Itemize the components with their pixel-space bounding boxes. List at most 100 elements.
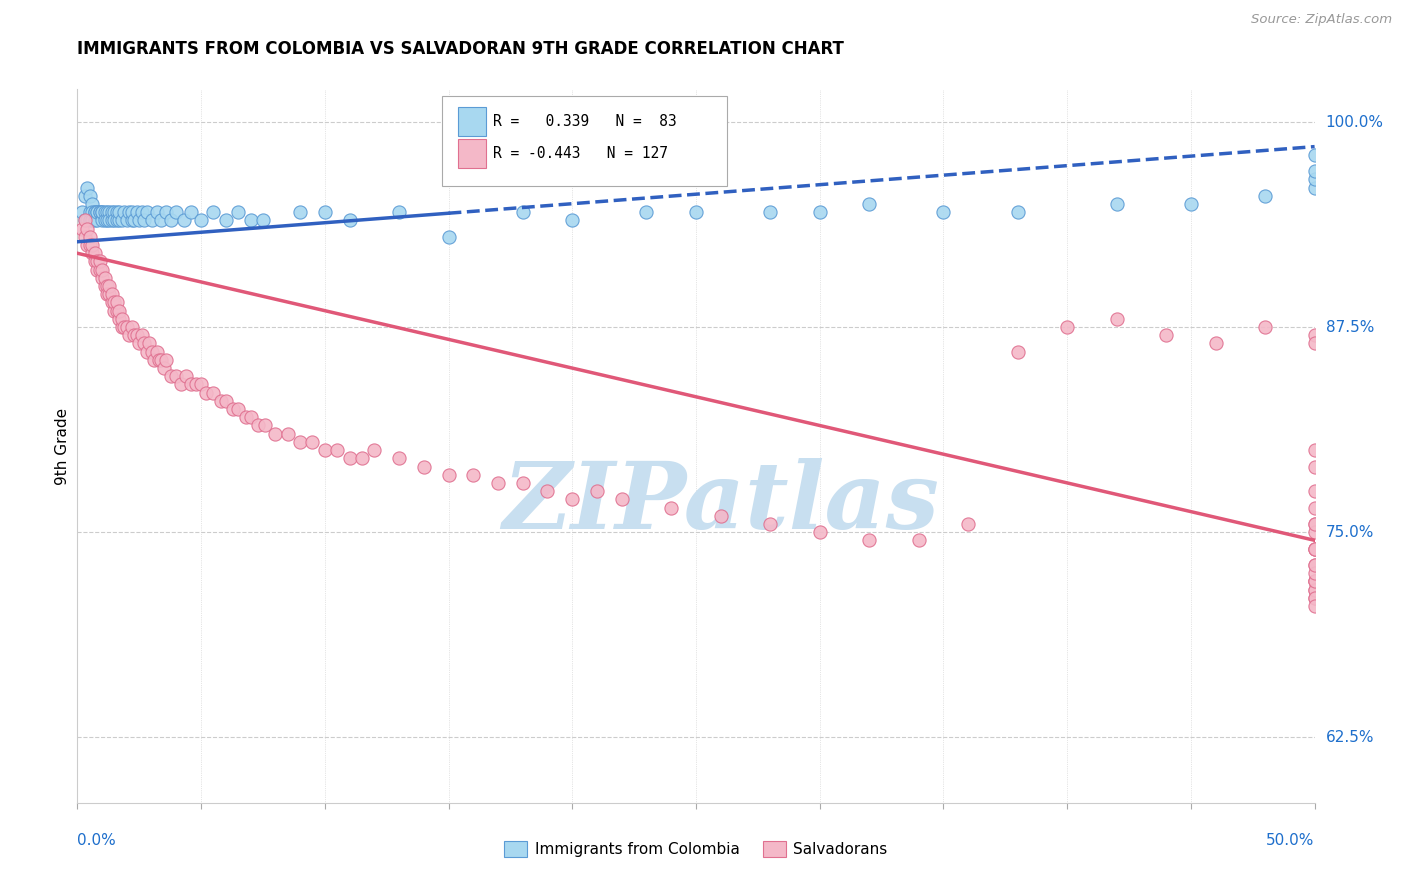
Point xyxy=(808,205,831,219)
Text: R =   0.339   N =  83: R = 0.339 N = 83 xyxy=(494,114,676,128)
Point xyxy=(165,369,187,384)
Point xyxy=(1303,180,1326,194)
Point xyxy=(96,279,118,293)
Point xyxy=(1303,336,1326,351)
Point xyxy=(135,344,157,359)
Point xyxy=(73,213,96,227)
Point xyxy=(1303,459,1326,474)
Point xyxy=(1303,558,1326,572)
Point xyxy=(239,213,262,227)
Point xyxy=(277,426,299,441)
Point xyxy=(215,393,238,408)
Point xyxy=(710,508,733,523)
Point xyxy=(1056,320,1078,334)
Point xyxy=(1303,541,1326,556)
Point xyxy=(1303,582,1326,597)
Point xyxy=(108,213,131,227)
Point xyxy=(98,279,121,293)
Point xyxy=(134,336,156,351)
Point xyxy=(131,205,153,219)
Point xyxy=(91,205,114,219)
Point xyxy=(610,492,633,507)
Point xyxy=(339,451,361,466)
Point xyxy=(1303,164,1326,178)
Point xyxy=(108,303,131,318)
Point xyxy=(83,254,105,268)
Point xyxy=(73,189,96,203)
Point xyxy=(1007,344,1029,359)
Point xyxy=(98,213,121,227)
Point xyxy=(108,205,131,219)
Point xyxy=(118,328,141,343)
Point xyxy=(76,213,98,227)
Text: ZIPatlas: ZIPatlas xyxy=(502,458,939,548)
Point xyxy=(91,270,114,285)
Point xyxy=(254,418,277,433)
Point xyxy=(239,410,262,425)
Point xyxy=(101,213,124,227)
Point xyxy=(314,205,336,219)
Point xyxy=(79,238,101,252)
Point xyxy=(83,205,105,219)
Point xyxy=(89,254,111,268)
Point xyxy=(222,402,245,417)
Point xyxy=(1303,574,1326,589)
Point xyxy=(1180,197,1202,211)
Point xyxy=(314,443,336,458)
Point xyxy=(1303,582,1326,597)
Point xyxy=(412,459,434,474)
Point xyxy=(125,205,148,219)
Point xyxy=(252,213,274,227)
Point xyxy=(108,311,131,326)
Point xyxy=(184,377,207,392)
Point xyxy=(145,205,167,219)
Bar xyxy=(458,139,485,168)
Point xyxy=(138,336,160,351)
Point xyxy=(153,361,176,376)
Point xyxy=(1303,558,1326,572)
Point xyxy=(82,238,104,252)
Point xyxy=(463,467,485,482)
Point xyxy=(1254,189,1277,203)
Point xyxy=(83,205,105,219)
Point xyxy=(131,328,153,343)
Point xyxy=(180,205,202,219)
Point xyxy=(93,205,115,219)
Legend: Immigrants from Colombia, Salvadorans: Immigrants from Colombia, Salvadorans xyxy=(498,835,894,863)
Point xyxy=(93,213,115,227)
Point xyxy=(105,205,128,219)
Text: 50.0%: 50.0% xyxy=(1267,833,1315,848)
Point xyxy=(288,205,311,219)
Point xyxy=(1303,591,1326,605)
Point xyxy=(288,434,311,449)
Point xyxy=(1007,205,1029,219)
Point xyxy=(73,213,96,227)
Point xyxy=(83,246,105,260)
Point xyxy=(226,402,249,417)
Point xyxy=(160,213,183,227)
Point xyxy=(350,451,373,466)
Text: IMMIGRANTS FROM COLOMBIA VS SALVADORAN 9TH GRADE CORRELATION CHART: IMMIGRANTS FROM COLOMBIA VS SALVADORAN 9… xyxy=(77,40,844,58)
Point xyxy=(150,213,173,227)
Point xyxy=(388,451,411,466)
Point xyxy=(103,303,125,318)
Text: R = -0.443   N = 127: R = -0.443 N = 127 xyxy=(494,146,668,161)
Point xyxy=(82,213,104,227)
Point xyxy=(115,320,138,334)
Point xyxy=(148,352,170,367)
Y-axis label: 9th Grade: 9th Grade xyxy=(55,408,70,484)
Point xyxy=(76,221,98,235)
Point xyxy=(135,205,157,219)
Point xyxy=(957,516,980,531)
Point xyxy=(112,320,135,334)
Point xyxy=(173,213,195,227)
Point xyxy=(72,205,94,219)
Point xyxy=(125,328,148,343)
Point xyxy=(79,189,101,203)
Point xyxy=(190,377,212,392)
Point xyxy=(160,369,183,384)
Bar xyxy=(458,107,485,136)
Point xyxy=(1205,336,1227,351)
Point xyxy=(155,205,177,219)
Point xyxy=(150,352,173,367)
